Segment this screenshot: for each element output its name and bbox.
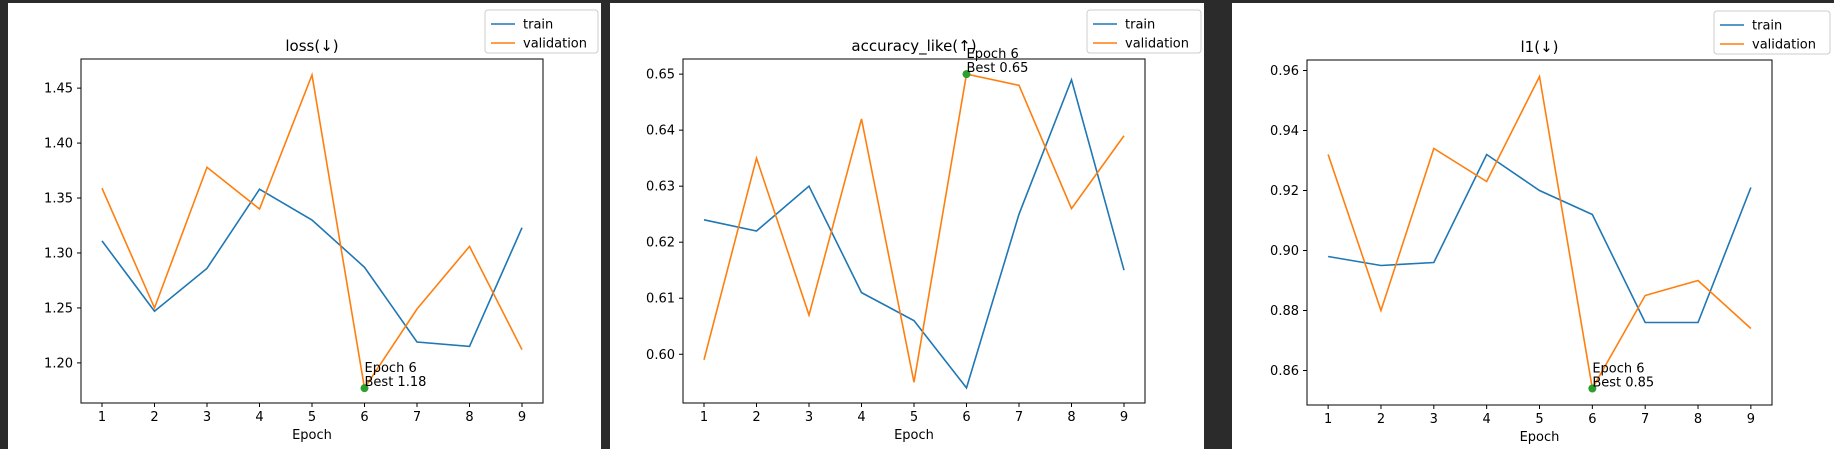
l1-chart: l1(↓) 1 2 3 4 5 6 7 8 9 0.86 0.88 0.90 0.92 0.94 0.96 Ep…	[1270, 10, 1831, 445]
series-line-validation	[1327, 73, 1752, 391]
y-tick-label: 0.60	[646, 348, 675, 363]
x-tick-label: 7	[413, 410, 421, 425]
x-tick-label: 2	[150, 410, 158, 425]
series-line-train	[101, 188, 523, 348]
y-tick-label: 0.61	[646, 292, 675, 307]
legend: train validation	[1086, 9, 1202, 54]
y-tick-label: 1.45	[44, 82, 73, 97]
x-tick-label: 3	[203, 410, 211, 425]
series-line-validation	[703, 73, 1125, 383]
x-axis-label: Epoch	[894, 428, 934, 443]
chart-panel-l1: l1(↓) 1 2 3 4 5 6 7 8 9 0.86 0.88 0.90 0.92 0.94 0.96 Ep…	[1232, 3, 1834, 449]
legend-label-validation: validation	[523, 37, 587, 52]
y-tick-label: 0.62	[646, 236, 675, 251]
best-annotation-value: Best 0.85	[1592, 376, 1654, 391]
y-tick-label: 1.20	[44, 356, 73, 371]
x-tick-label: 3	[1430, 412, 1438, 427]
best-point-marker	[962, 70, 971, 79]
best-annotation-epoch: Epoch 6	[967, 47, 1019, 62]
series-line-validation	[101, 71, 523, 391]
y-tick-label: 1.40	[44, 137, 73, 152]
x-tick-label: 8	[1067, 410, 1075, 425]
legend-label-validation: validation	[1125, 37, 1189, 52]
x-tick-label: 7	[1641, 412, 1649, 427]
best-point-marker	[1588, 384, 1597, 393]
y-tick-label: 1.25	[44, 301, 73, 316]
y-tick-label: 1.30	[44, 246, 73, 261]
x-tick-label: 5	[910, 410, 918, 425]
series-line-train	[1328, 153, 1752, 324]
x-tick-label: 4	[255, 410, 263, 425]
x-tick-label: 6	[1588, 412, 1596, 427]
x-tick-label: 4	[1483, 412, 1491, 427]
chart-title: loss(↓)	[285, 37, 338, 55]
x-axis-label: Epoch	[292, 428, 332, 443]
y-tick-label: 0.65	[646, 68, 675, 83]
chart-panel-loss: loss(↓) 1 2 3 4 5 6 7 8 9 1.20 1.25 1.30 1.35 1.40 1.45…	[8, 3, 601, 449]
legend-label-validation: validation	[1752, 38, 1816, 53]
x-tick-label: 5	[308, 410, 316, 425]
x-tick-label: 6	[962, 410, 970, 425]
x-tick-label: 4	[857, 410, 865, 425]
x-tick-label: 9	[1747, 412, 1755, 427]
y-tick-label: 0.88	[1270, 304, 1299, 319]
x-tick-label: 3	[805, 410, 813, 425]
loss-chart: loss(↓) 1 2 3 4 5 6 7 8 9 1.20 1.25 1.30 1.35 1.40 1.45…	[44, 9, 599, 443]
y-tick-label: 0.63	[646, 180, 675, 195]
x-tick-label: 1	[1324, 412, 1332, 427]
x-tick-label: 1	[700, 410, 708, 425]
x-tick-label: 5	[1535, 412, 1543, 427]
chart-title: accuracy_like(↑)	[851, 37, 976, 56]
y-tick-label: 0.96	[1270, 64, 1299, 79]
chart-panel-accuracy: accuracy_like(↑) 1 2 3 4 5 6 7 8 9 0.60 0.61 0.62 0.6…	[610, 3, 1204, 449]
best-annotation-epoch: Epoch 6	[365, 361, 417, 376]
legend-label-train: train	[1125, 18, 1155, 33]
legend-label-train: train	[1752, 19, 1782, 34]
series-line-train	[703, 77, 1125, 390]
x-tick-label: 2	[1377, 412, 1385, 427]
legend: train validation	[484, 9, 599, 54]
x-tick-label: 8	[1694, 412, 1702, 427]
best-annotation-value: Best 0.65	[967, 61, 1029, 76]
y-tick-label: 0.64	[646, 124, 675, 139]
y-tick-label: 0.90	[1270, 244, 1299, 259]
x-tick-label: 7	[1015, 410, 1023, 425]
best-annotation-value: Best 1.18	[365, 375, 427, 390]
best-point-marker	[360, 384, 369, 393]
plot-frame	[80, 58, 544, 404]
y-tick-label: 0.94	[1270, 124, 1299, 139]
y-tick-label: 0.86	[1270, 364, 1299, 379]
x-tick-label: 9	[1120, 410, 1128, 425]
best-annotation-epoch: Epoch 6	[1592, 362, 1644, 377]
x-tick-label: 1	[98, 410, 106, 425]
plot-frame	[682, 58, 1146, 404]
plot-frame	[1306, 59, 1773, 406]
x-tick-label: 9	[518, 410, 526, 425]
y-tick-label: 1.35	[44, 192, 73, 207]
x-tick-label: 8	[465, 410, 473, 425]
legend-label-train: train	[523, 18, 553, 33]
x-axis-label: Epoch	[1520, 430, 1560, 445]
chart-title: l1(↓)	[1521, 38, 1559, 56]
x-tick-label: 2	[752, 410, 760, 425]
accuracy-chart: accuracy_like(↑) 1 2 3 4 5 6 7 8 9 0.60 0.61 0.62 0.6…	[646, 9, 1202, 443]
legend: train validation	[1713, 10, 1831, 55]
x-tick-label: 6	[360, 410, 368, 425]
y-tick-label: 0.92	[1270, 184, 1299, 199]
